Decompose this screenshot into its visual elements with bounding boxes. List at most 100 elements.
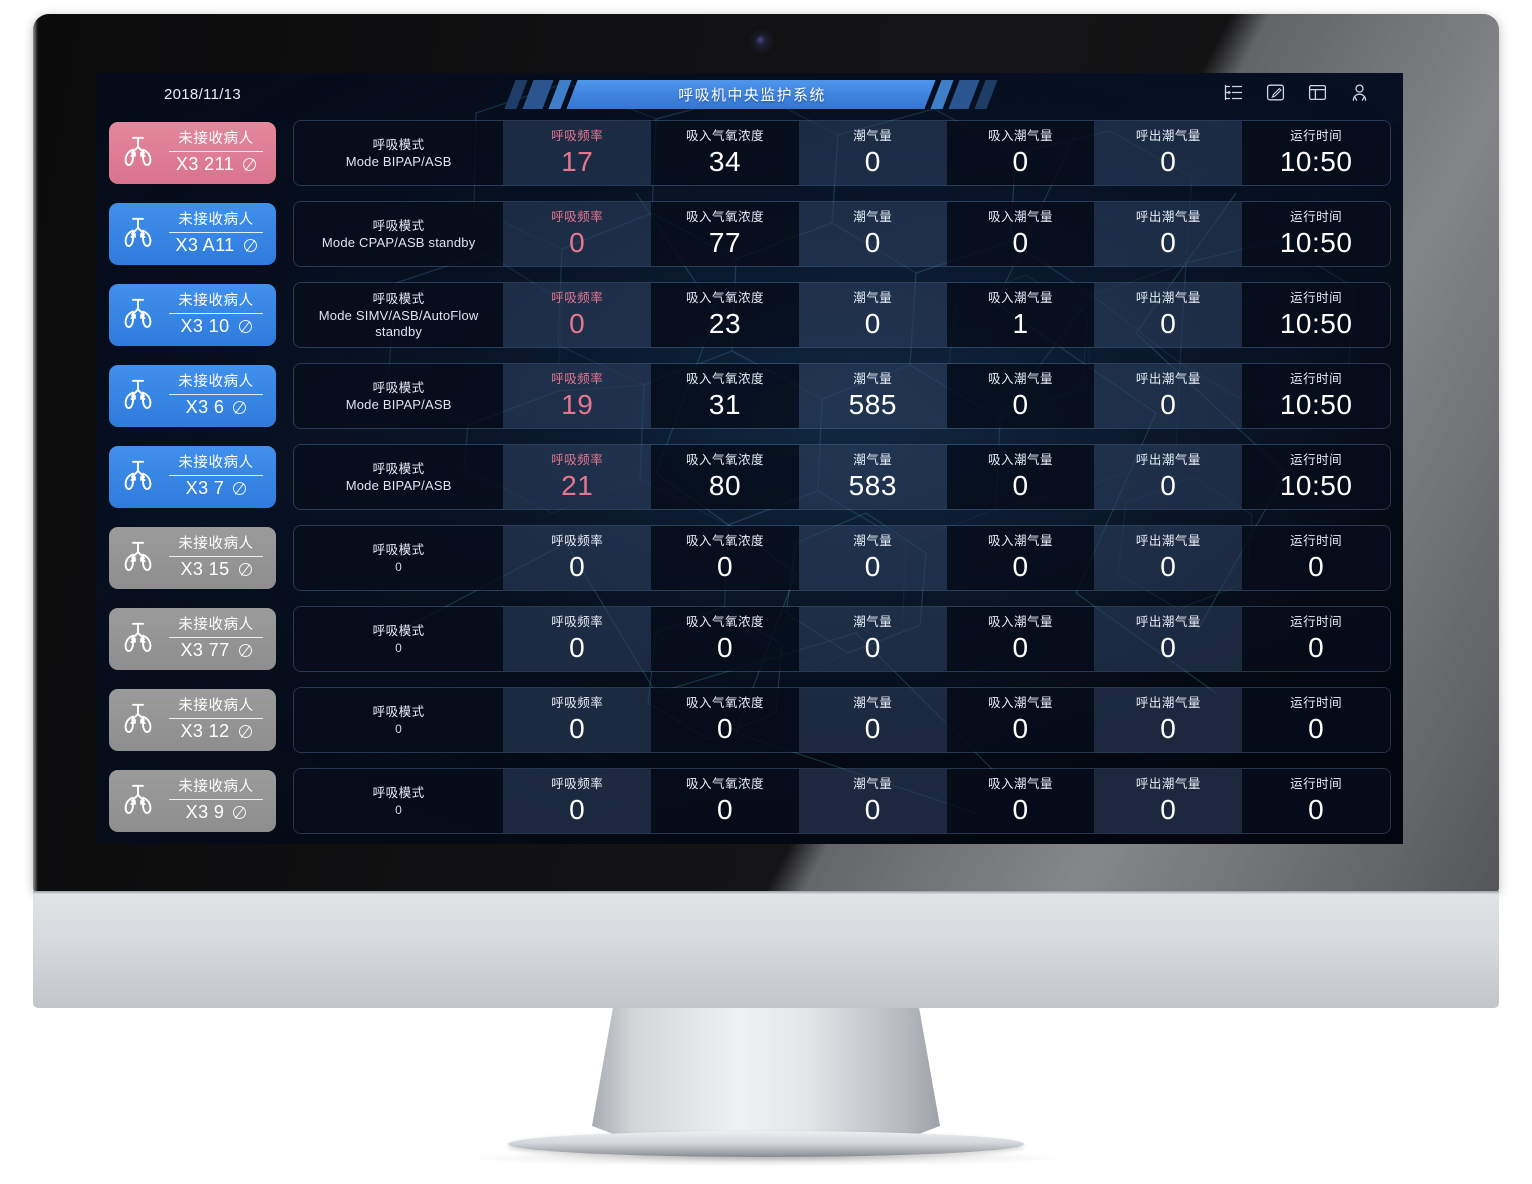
metric-cell-tidal-in: 吸入潮气量 0	[946, 364, 1095, 428]
webcam-icon	[756, 36, 767, 47]
layout-grid-icon[interactable]	[1308, 83, 1327, 102]
metric-label-tidal-in: 吸入潮气量	[988, 210, 1054, 224]
ventilator-row[interactable]: 未接收病人 X3 7 呼吸模式 Mode BIPAP/ASB 呼吸频率 21 吸入气氧浓度 8…	[109, 441, 1391, 513]
card-divider	[169, 556, 263, 557]
metric-value-rate: 0	[569, 632, 586, 663]
metric-value-mode: Mode CPAP/ASB standby	[321, 234, 476, 250]
user-account-icon[interactable]	[1350, 83, 1369, 102]
metric-value-tidal: 0	[864, 551, 881, 582]
metric-cell-tidal-in: 吸入潮气量 0	[946, 445, 1095, 509]
metric-label-tidal: 潮气量	[853, 453, 893, 467]
metric-label-tidal-out: 呼出潮气量	[1135, 210, 1201, 224]
metric-cell-tidal: 潮气量 585	[798, 364, 947, 428]
metric-value-tidal-out: 0	[1160, 146, 1177, 177]
metric-cell-tidal-out: 呼出潮气量 0	[1094, 445, 1243, 509]
metric-cell-tidal: 潮气量 0	[798, 283, 947, 347]
metric-cell-fio2: 吸入气氧浓度 0	[651, 607, 799, 671]
patient-card[interactable]: 未接收病人 X3 12	[109, 689, 276, 751]
metric-cell-mode: 呼吸模式 0	[294, 688, 504, 752]
metric-cell-runtime: 运行时间 0	[1242, 607, 1390, 671]
metric-cell-tidal: 潮气量 583	[798, 445, 947, 509]
device-id-line: X3 12	[180, 720, 252, 743]
metric-value-tidal-out: 0	[1160, 470, 1177, 501]
list-view-icon[interactable]	[1224, 83, 1243, 102]
lungs-icon	[118, 617, 158, 662]
ventilator-row[interactable]: 未接收病人 X3 12 呼吸模式 0 呼吸频率 0 吸入气氧浓度 0 潮气量 0 吸入潮气量 0 呼出潮…	[109, 684, 1391, 756]
patient-card[interactable]: 未接收病人 X3 A11	[109, 203, 276, 265]
card-divider	[169, 637, 263, 638]
metric-label-tidal-out: 呼出潮气量	[1135, 453, 1201, 467]
metric-value-tidal-in: 0	[1012, 713, 1029, 744]
metric-value-tidal: 0	[864, 227, 881, 258]
ventilator-row[interactable]: 未接收病人 X3 6 呼吸模式 Mode BIPAP/ASB 呼吸频率 19 吸入气氧浓度 3…	[109, 360, 1391, 432]
metric-value-tidal-in: 1	[1012, 308, 1029, 339]
patient-card[interactable]: 未接收病人 X3 9	[109, 770, 276, 832]
bezel-left-edge	[33, 14, 38, 892]
ventilator-row[interactable]: 未接收病人 X3 10 呼吸模式 Mode SIMV/ASB/AutoFlow sta…	[109, 279, 1391, 351]
patient-card[interactable]: 未接收病人 X3 211	[109, 122, 276, 184]
metric-label-fio2: 吸入气氧浓度	[685, 210, 764, 224]
metric-cell-runtime: 运行时间 10:50	[1242, 364, 1390, 428]
metric-cell-runtime: 运行时间 0	[1242, 769, 1390, 833]
device-id-line: X3 10	[180, 315, 252, 338]
metric-label-mode: 呼吸模式	[372, 218, 425, 233]
metric-value-rate: 0	[569, 308, 586, 339]
patient-card[interactable]: 未接收病人 X3 6	[109, 365, 276, 427]
metric-cell-fio2: 吸入气氧浓度 31	[651, 364, 799, 428]
metric-value-runtime: 0	[1308, 794, 1325, 825]
metric-cell-rate: 呼吸频率 0	[503, 526, 652, 590]
metric-cell-fio2: 吸入气氧浓度 34	[651, 121, 799, 185]
lungs-icon	[118, 698, 158, 743]
ventilator-row[interactable]: 未接收病人 X3 A11 呼吸模式 Mode CPAP/ASB standby 呼吸频率…	[109, 198, 1391, 270]
metric-label-tidal: 潮气量	[853, 291, 893, 305]
metric-cell-tidal-out: 呼出潮气量 0	[1094, 688, 1243, 752]
patient-card[interactable]: 未接收病人 X3 10	[109, 284, 276, 346]
ventilator-row[interactable]: 未接收病人 X3 77 呼吸模式 0 呼吸频率 0 吸入气氧浓度 0 潮气量 0 吸入潮气量 0 呼出潮…	[109, 603, 1391, 675]
device-id: X3 6	[185, 397, 225, 417]
card-divider	[169, 151, 263, 152]
ventilator-row[interactable]: 未接收病人 X3 211 呼吸模式 Mode BIPAP/ASB 呼吸频率 17 吸入气氧浓…	[109, 117, 1391, 189]
metric-value-mode: Mode BIPAP/ASB	[345, 477, 452, 493]
ventilator-row[interactable]: 未接收病人 X3 15 呼吸模式 0 呼吸频率 0 吸入气氧浓度 0 潮气量 0 吸入潮气量 0 呼出潮…	[109, 522, 1391, 594]
metric-value-tidal: 0	[864, 632, 881, 663]
metric-value-runtime: 10:50	[1279, 470, 1353, 501]
patient-card-text: 未接收病人 X3 211	[158, 130, 276, 176]
metric-label-tidal-out: 呼出潮气量	[1135, 291, 1201, 305]
edit-note-icon[interactable]	[1266, 83, 1285, 102]
metric-value-runtime: 0	[1308, 713, 1325, 744]
patient-card[interactable]: 未接收病人 X3 15	[109, 527, 276, 589]
metric-label-tidal-in: 吸入潮气量	[988, 696, 1054, 710]
device-id-line: X3 7	[186, 477, 247, 500]
metric-value-tidal-in: 0	[1012, 470, 1029, 501]
metric-cell-mode: 呼吸模式 Mode CPAP/ASB standby	[294, 202, 504, 266]
metric-value-mode: Mode BIPAP/ASB	[345, 153, 452, 169]
metric-label-runtime: 运行时间	[1290, 696, 1343, 710]
ventilator-row-list: 未接收病人 X3 211 呼吸模式 Mode BIPAP/ASB 呼吸频率 17 吸入气氧浓…	[96, 117, 1403, 844]
metric-cell-fio2: 吸入气氧浓度 80	[651, 445, 799, 509]
metric-cell-fio2: 吸入气氧浓度 23	[651, 283, 799, 347]
metric-label-tidal-in: 吸入潮气量	[988, 291, 1054, 305]
metric-cell-tidal-in: 吸入潮气量 0	[946, 688, 1095, 752]
metric-cell-tidal: 潮气量 0	[798, 202, 947, 266]
metric-label-tidal: 潮气量	[853, 129, 893, 143]
patient-status-label: 未接收病人	[178, 617, 254, 633]
patient-card[interactable]: 未接收病人 X3 77	[109, 608, 276, 670]
metric-value-rate: 0	[569, 794, 586, 825]
metric-value-fio2: 0	[716, 713, 734, 744]
metric-label-tidal-out: 呼出潮气量	[1135, 534, 1201, 548]
metric-cell-tidal: 潮气量 0	[798, 526, 947, 590]
device-id: X3 9	[185, 802, 225, 822]
metric-value-mode: 0	[395, 802, 403, 817]
device-id: X3 10	[180, 316, 230, 336]
card-divider	[169, 718, 263, 719]
metric-cell-tidal-in: 吸入潮气量 0	[946, 607, 1095, 671]
patient-card[interactable]: 未接收病人 X3 7	[109, 446, 276, 508]
metric-value-tidal-in: 0	[1012, 146, 1029, 177]
metric-cell-rate: 呼吸频率 0	[503, 202, 652, 266]
metric-label-rate: 呼吸频率	[551, 534, 604, 548]
metric-label-mode: 呼吸模式	[372, 785, 425, 800]
patient-card-text: 未接收病人 X3 6	[158, 373, 276, 419]
patient-card-text: 未接收病人 X3 10	[158, 292, 276, 338]
lungs-icon	[118, 536, 158, 581]
ventilator-row[interactable]: 未接收病人 X3 9 呼吸模式 0 呼吸频率 0 吸入气氧浓度 0 潮气量 0 吸入潮气量 0 呼出潮气…	[109, 765, 1391, 837]
